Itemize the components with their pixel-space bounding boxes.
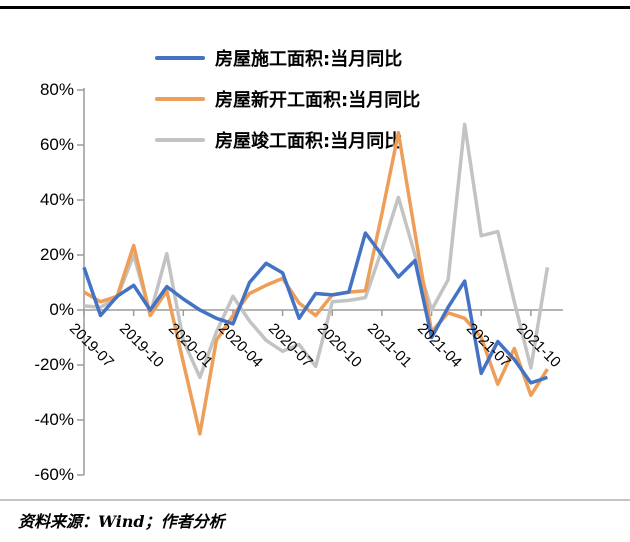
- y-tick-label: -20%: [34, 355, 74, 374]
- legend-item-new-starts: 房屋新开工面积:当月同比: [155, 85, 420, 113]
- top-border-line: [0, 6, 630, 9]
- bottom-separator-line: [0, 499, 630, 501]
- y-tick-label: 60%: [39, 135, 74, 154]
- y-tick-label: 20%: [39, 245, 74, 264]
- legend-label: 房屋新开工面积:当月同比: [215, 90, 421, 111]
- construction-line-swatch: [155, 56, 205, 60]
- completions-line-swatch: [155, 138, 205, 142]
- new-starts-line-swatch: [155, 97, 205, 101]
- legend-item-construction: 房屋施工面积:当月同比: [155, 44, 420, 72]
- y-tick-label: 0%: [49, 300, 74, 319]
- y-tick-label: 80%: [39, 80, 74, 99]
- source-note: 资料来源：Wind；作者分析: [18, 512, 225, 531]
- legend-label: 房屋施工面积:当月同比: [215, 49, 403, 70]
- legend-item-completions: 房屋竣工面积:当月同比: [155, 126, 420, 154]
- y-tick-label: -40%: [34, 410, 74, 429]
- y-tick-label: -60%: [34, 465, 74, 484]
- y-tick-label: 40%: [39, 190, 74, 209]
- legend-label: 房屋竣工面积:当月同比: [215, 131, 403, 152]
- chart-legend: 房屋施工面积:当月同比 房屋新开工面积:当月同比 房屋竣工面积:当月同比: [155, 44, 420, 167]
